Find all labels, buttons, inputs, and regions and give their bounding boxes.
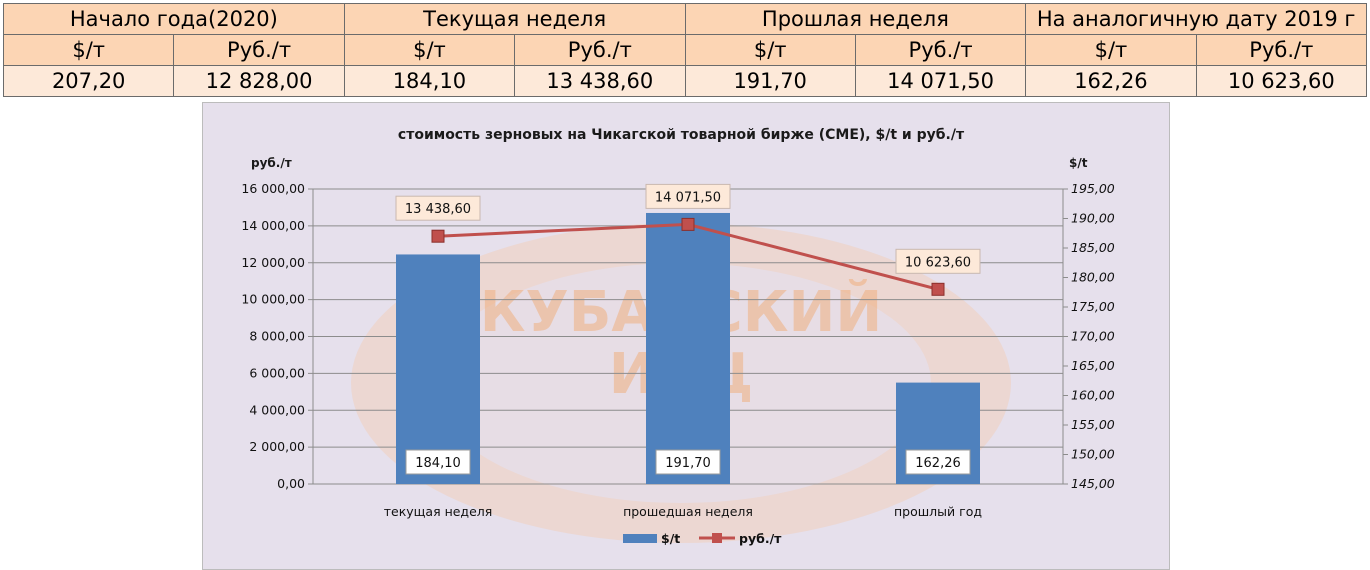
right-tick-label: 165,00 <box>1071 358 1115 373</box>
category-label: текущая неделя <box>384 504 493 519</box>
right-tick-label: 185,00 <box>1071 240 1115 255</box>
left-tick-label: 4 000,00 <box>249 402 305 417</box>
chart-panel[interactable]: КУБАНСКИЙ ИКЦ стоимость зерновых на Чика… <box>202 102 1170 570</box>
line-point <box>681 217 695 231</box>
right-tick-label: 170,00 <box>1071 329 1115 344</box>
bar-data-label: 184,10 <box>415 456 461 471</box>
left-axis-ticks: 0,00 2 000,00 4 000,00 6 000,00 8 000,00 10 0… <box>241 181 314 491</box>
legend-bar-label: $/t <box>661 531 680 546</box>
value-cell: 12 828,00 <box>173 65 345 97</box>
right-tick-label: 160,00 <box>1071 388 1115 403</box>
line-series: 13 438,60 14 071,50 10 623,60 <box>395 183 981 296</box>
right-tick-label: 180,00 <box>1071 270 1115 285</box>
left-tick-label: 14 000,00 <box>241 218 305 233</box>
right-axis-ticks: 145,00 150,00 155,00 160,00 165,00 170,00 175,… <box>1062 181 1115 491</box>
bar-label-box <box>655 449 721 475</box>
value-cell: 191,70 <box>684 65 856 97</box>
left-tick-label: 0,00 <box>277 476 305 491</box>
combo-chart: КУБАНСКИЙ ИКЦ стоимость зерновых на Чика… <box>241 127 1115 546</box>
unit-cell: Руб./т <box>854 34 1027 66</box>
value-cell: 184,10 <box>343 65 516 97</box>
unit-cell: $/т <box>2 34 175 66</box>
bar-label-box <box>405 449 471 475</box>
bar <box>396 254 480 484</box>
group-header-cell: На аналогичную дату 2019 г <box>1025 3 1367 35</box>
line-data-label: 14 071,50 <box>655 190 721 205</box>
category-labels: текущая неделя прошедшая неделя прошлый го… <box>384 504 982 519</box>
right-tick-label: 155,00 <box>1071 417 1115 432</box>
left-tick-label: 6 000,00 <box>249 365 305 380</box>
legend-bar-swatch <box>623 534 657 543</box>
left-axis-label: руб./т <box>251 156 292 170</box>
bar <box>646 212 730 484</box>
legend: $/t руб./т <box>623 531 782 546</box>
right-tick-label: 195,00 <box>1071 181 1115 196</box>
right-axis-label: $/t <box>1069 156 1088 170</box>
unit-cell: Руб./т <box>514 34 686 66</box>
bar-label-box <box>905 449 971 475</box>
table-group-header-row: Начало года(2020) Текущая неделя Прошлая… <box>3 3 1367 35</box>
line-point <box>931 282 945 296</box>
right-tick-label: 150,00 <box>1071 447 1115 462</box>
left-tick-label: 16 000,00 <box>241 181 305 196</box>
unit-cell: Руб./т <box>173 34 345 66</box>
bar-series: 184,10 191,70 162,26 <box>396 212 980 484</box>
line-data-label: 10 623,60 <box>905 255 971 270</box>
left-tick-label: 8 000,00 <box>249 329 305 344</box>
value-cell: 13 438,60 <box>514 65 686 97</box>
unit-cell: Руб./т <box>1195 34 1368 66</box>
group-header-cell: Текущая неделя <box>343 3 686 35</box>
table-unit-row: $/т Руб./т $/т Руб./т $/т Руб./т $/т Руб… <box>2 34 1368 66</box>
right-tick-label: 175,00 <box>1071 299 1115 314</box>
value-cell: 207,20 <box>2 65 175 97</box>
price-table: Начало года(2020) Текущая неделя Прошлая… <box>2 3 1368 97</box>
group-header-cell: Прошлая неделя <box>684 3 1027 35</box>
table-value-row: 207,20 12 828,00 184,10 13 438,60 191,70… <box>2 65 1368 97</box>
value-cell: 10 623,60 <box>1195 65 1368 97</box>
chart-title: стоимость зерновых на Чикагской товарной… <box>398 127 965 143</box>
legend-line-marker <box>712 533 722 543</box>
right-tick-label: 145,00 <box>1071 476 1115 491</box>
left-tick-label: 2 000,00 <box>249 439 305 454</box>
legend-line-label: руб./т <box>739 531 782 546</box>
line-point <box>431 229 445 243</box>
line-label-box <box>395 195 481 221</box>
category-label: прошедшая неделя <box>623 504 753 519</box>
line-data-label: 13 438,60 <box>405 202 471 217</box>
left-tick-label: 10 000,00 <box>241 292 305 307</box>
unit-cell: $/т <box>343 34 516 66</box>
group-header-cell: Начало года(2020) <box>3 3 345 35</box>
unit-cell: $/т <box>1025 34 1197 66</box>
left-tick-label: 12 000,00 <box>241 255 305 270</box>
bar-data-label: 191,70 <box>665 456 711 471</box>
unit-cell: $/т <box>684 34 856 66</box>
value-cell: 14 071,50 <box>854 65 1027 97</box>
line-label-box <box>645 183 731 209</box>
right-tick-label: 190,00 <box>1071 211 1115 226</box>
value-cell: 162,26 <box>1025 65 1197 97</box>
line-label-box <box>895 248 981 274</box>
category-label: прошлый год <box>894 504 982 519</box>
bar-data-label: 162,26 <box>915 456 961 471</box>
